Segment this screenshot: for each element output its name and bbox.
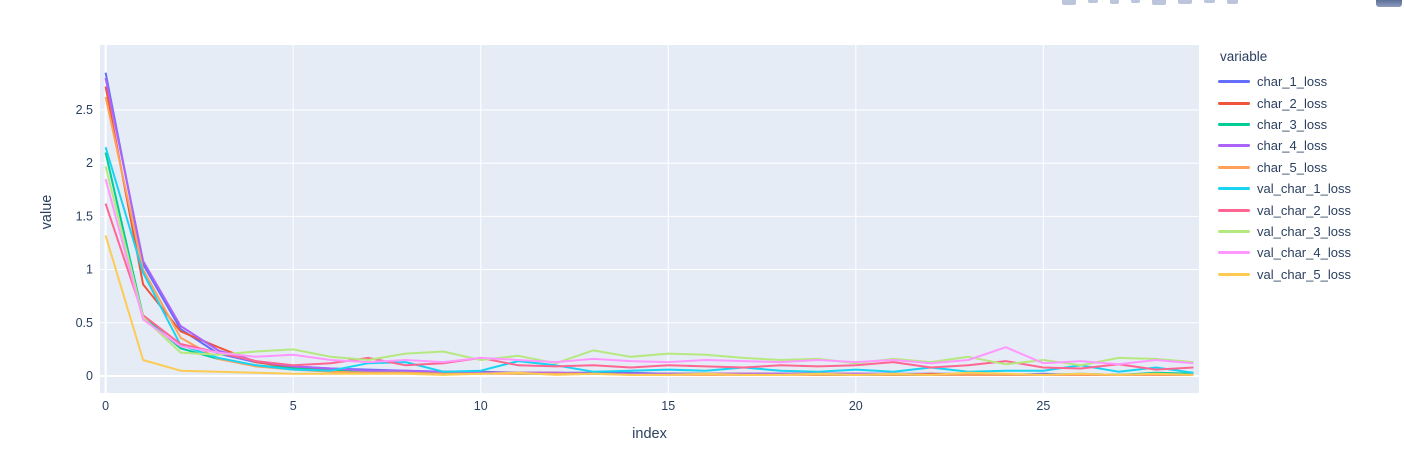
- legend-items: char_1_loss char_2_loss char_3_loss char_4_…: [1218, 71, 1351, 285]
- series-line-val_char_5_loss[interactable]: [104, 235, 1194, 376]
- legend-item-val_char_3_loss[interactable]: val_char_3_loss: [1218, 221, 1351, 242]
- legend-swatch-icon: [1218, 122, 1250, 126]
- x-tick-label: 5: [290, 399, 297, 413]
- modebar-icon[interactable]: [1088, 0, 1098, 3]
- modebar-icon[interactable]: [1227, 0, 1238, 4]
- legend-swatch-icon: [1218, 208, 1250, 212]
- legend-item-label: val_char_4_loss: [1257, 245, 1351, 261]
- legend-item-val_char_5_loss[interactable]: val_char_5_loss: [1218, 264, 1351, 285]
- y-tick-label: 0.5: [76, 316, 93, 330]
- legend-item-label: char_2_loss: [1257, 95, 1328, 111]
- x-tick-label: 20: [849, 399, 863, 413]
- y-tick-label: 2.5: [76, 103, 93, 117]
- legend-swatch-icon: [1218, 80, 1250, 84]
- legend-item-label: char_5_loss: [1257, 159, 1328, 175]
- series-line-val_char_1_loss[interactable]: [104, 146, 1194, 374]
- legend-item-char_4_loss[interactable]: char_4_loss: [1218, 135, 1351, 156]
- legend-item-label: val_char_5_loss: [1257, 266, 1351, 282]
- legend-swatch-icon: [1218, 101, 1250, 105]
- legend: variable char_1_loss char_2_loss char_3_lo…: [1218, 49, 1351, 285]
- legend-item-label: val_char_2_loss: [1257, 202, 1351, 218]
- x-tick-label: 15: [661, 399, 675, 413]
- legend-item-char_3_loss[interactable]: char_3_loss: [1218, 114, 1351, 135]
- series-line-val_char_2_loss[interactable]: [104, 203, 1194, 371]
- toolbar-icon[interactable]: [1376, 0, 1402, 7]
- legend-item-label: char_1_loss: [1257, 74, 1328, 90]
- plotly-modebar: [1062, 0, 1238, 8]
- legend-item-char_1_loss[interactable]: char_1_loss: [1218, 71, 1351, 92]
- legend-swatch-icon: [1218, 165, 1250, 169]
- modebar-icon[interactable]: [1204, 0, 1215, 3]
- legend-item-label: char_3_loss: [1257, 116, 1328, 132]
- legend-item-val_char_2_loss[interactable]: val_char_2_loss: [1218, 199, 1351, 220]
- modebar-icon[interactable]: [1131, 0, 1140, 3]
- modebar-icon[interactable]: [1062, 0, 1076, 5]
- legend-item-val_char_1_loss[interactable]: val_char_1_loss: [1218, 178, 1351, 199]
- modebar-icon[interactable]: [1110, 0, 1119, 4]
- legend-item-label: val_char_3_loss: [1257, 223, 1351, 239]
- series-line-val_char_3_loss[interactable]: [104, 166, 1194, 367]
- x-tick-label: 0: [102, 399, 109, 413]
- y-tick-label: 1.5: [76, 209, 93, 223]
- legend-item-label: char_4_loss: [1257, 138, 1328, 154]
- x-tick-label: 25: [1036, 399, 1050, 413]
- x-axis-title: index: [632, 426, 667, 442]
- y-tick-label: 1: [86, 263, 93, 277]
- x-tick-label: 10: [474, 399, 488, 413]
- plot-background[interactable]: [100, 45, 1199, 393]
- legend-item-val_char_4_loss[interactable]: val_char_4_loss: [1218, 242, 1351, 263]
- modebar-icon[interactable]: [1178, 0, 1192, 4]
- legend-swatch-icon: [1218, 144, 1250, 148]
- y-axis-title: value: [39, 194, 55, 230]
- legend-item-label: val_char_1_loss: [1257, 181, 1351, 197]
- legend-swatch-icon: [1218, 229, 1250, 233]
- modebar-icon[interactable]: [1152, 0, 1166, 5]
- legend-swatch-icon: [1218, 187, 1250, 191]
- y-tick-label: 0: [86, 369, 93, 383]
- legend-title: variable: [1220, 49, 1268, 64]
- legend-item-char_5_loss[interactable]: char_5_loss: [1218, 157, 1351, 178]
- series-line-val_char_4_loss[interactable]: [104, 178, 1194, 366]
- legend-swatch-icon: [1218, 272, 1250, 276]
- legend-item-char_2_loss[interactable]: char_2_loss: [1218, 92, 1351, 113]
- legend-swatch-icon: [1218, 251, 1250, 255]
- y-tick-label: 2: [86, 156, 93, 170]
